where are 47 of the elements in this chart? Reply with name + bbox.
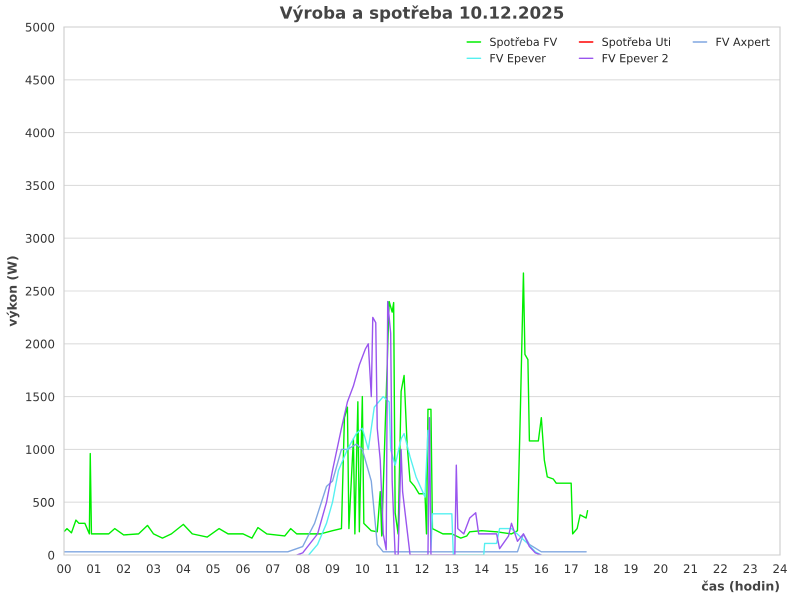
x-tick-label: 00 bbox=[57, 564, 71, 574]
y-axis-title: výkon (W) bbox=[6, 256, 20, 326]
x-tick-label: 21 bbox=[684, 564, 697, 573]
x-tick-label: 13 bbox=[446, 564, 458, 574]
y-tick-label: 2500 bbox=[26, 286, 54, 296]
y-tick-label: 5000 bbox=[26, 22, 54, 32]
line-series bbox=[64, 443, 587, 553]
y-tick-label: 1500 bbox=[26, 392, 54, 402]
x-tick-label: 03 bbox=[146, 564, 160, 574]
x-tick-label: 22 bbox=[714, 564, 727, 573]
y-tick-label: 3000 bbox=[26, 234, 54, 243]
x-tick-label: 19 bbox=[624, 564, 638, 574]
legend-label: Spotřeba FV bbox=[490, 37, 558, 48]
x-tick-label: 06 bbox=[236, 564, 250, 574]
x-tick-label: 17 bbox=[564, 564, 578, 573]
x-tick-label: 02 bbox=[116, 564, 130, 574]
x-tick-label: 24 bbox=[773, 564, 787, 573]
x-tick-label: 11 bbox=[386, 564, 399, 573]
x-tick-label: 07 bbox=[266, 564, 280, 574]
y-tick-label: 4000 bbox=[26, 128, 54, 138]
chart-title: Výroba a spotřeba 10.12.2025 bbox=[280, 5, 564, 22]
y-tick-label: 500 bbox=[33, 498, 54, 507]
x-tick-label: 23 bbox=[744, 564, 757, 574]
x-tick-label: 16 bbox=[535, 564, 548, 574]
legend-label: FV Epever bbox=[490, 54, 546, 65]
x-tick-label: 20 bbox=[654, 564, 668, 574]
x-tick-label: 15 bbox=[505, 564, 518, 574]
y-tick-label: 4500 bbox=[26, 76, 54, 84]
x-axis-title: čas (hodin) bbox=[702, 580, 779, 592]
x-tick-label: 10 bbox=[356, 564, 370, 574]
x-tick-label: 01 bbox=[87, 564, 100, 574]
x-tick-label: 05 bbox=[206, 564, 220, 574]
x-tick-label: 09 bbox=[326, 564, 340, 574]
x-tick-label: 12 bbox=[416, 564, 428, 573]
legend-label: Spotřeba Uti bbox=[602, 37, 670, 48]
x-tick-label: 08 bbox=[296, 564, 310, 574]
line-series bbox=[296, 300, 542, 555]
legend-label: FV Axpert bbox=[716, 38, 770, 48]
y-tick-label: 0 bbox=[48, 550, 54, 560]
x-tick-label: 18 bbox=[594, 564, 608, 574]
line-series bbox=[64, 272, 588, 539]
y-tick-label: 3500 bbox=[26, 181, 54, 190]
x-tick-label: 14 bbox=[475, 564, 489, 573]
y-tick-label: 2000 bbox=[26, 340, 54, 348]
x-tick-label: 04 bbox=[176, 564, 190, 574]
y-tick-label: 1000 bbox=[26, 445, 54, 454]
legend-label: FV Epever 2 bbox=[602, 54, 668, 65]
